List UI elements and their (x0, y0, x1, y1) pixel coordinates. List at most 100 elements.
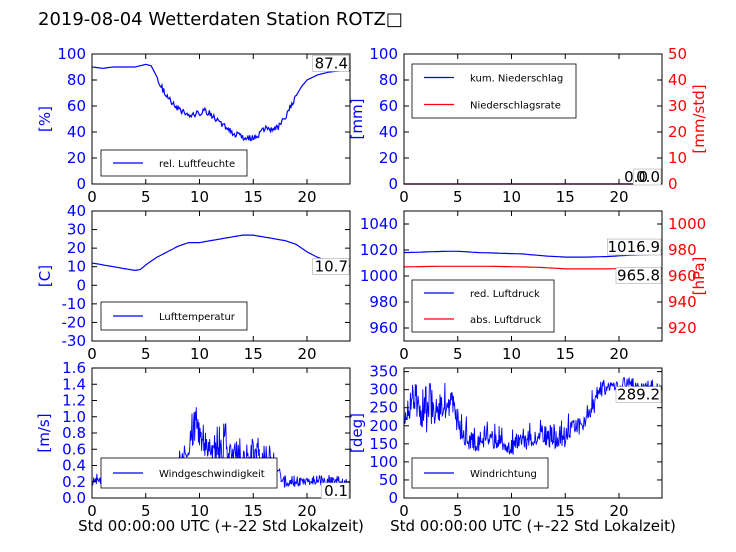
y-tick-label: 100 (57, 45, 86, 63)
x-tick-label: 10 (190, 345, 209, 363)
chart-wind_speed: Windgeschwindigkeit (91, 367, 351, 500)
y-axis-label: [%] (36, 106, 54, 132)
x-tick-label: 15 (556, 188, 575, 206)
x-tick-label: 20 (609, 345, 628, 363)
y-tick-label: 980 (369, 293, 398, 311)
y-tick-label: 30 (67, 221, 86, 239)
x-tick-label: 5 (141, 345, 151, 363)
legend-humidity: rel. Luftfeuchte (100, 149, 248, 177)
series-line-temperature-0 (91, 234, 351, 272)
x-tick-label: 10 (502, 188, 521, 206)
y-tick-label: 960 (369, 319, 398, 337)
legend-entry: Niederschlagsrate (470, 101, 561, 112)
y-axis-label: [mm] (348, 99, 366, 140)
last-value-label: 87.4 (315, 54, 348, 72)
last-value-label-box (632, 168, 662, 186)
x-tick-label: 20 (297, 345, 316, 363)
last-value-label: 1016.9 (608, 238, 661, 256)
chart-pressure: red. Luftdruck abs. Luftdruck (403, 210, 663, 342)
y-tick-label-right: 940 (668, 293, 697, 311)
plot-frame-wind_direction (403, 367, 663, 499)
x-tick-label: 0 (87, 188, 97, 206)
legend-pressure: red. Luftdruck abs. Luftdruck (411, 279, 555, 333)
y-tick-label: 150 (369, 435, 398, 453)
y-axis-label-right: [hPa] (690, 257, 708, 296)
y-tick-label-right: 960 (668, 267, 697, 285)
last-value-label: 0.0 (636, 168, 660, 186)
x-axis-label: Std 00:00:00 UTC (+-22 Std Lokalzeit) (78, 517, 364, 535)
x-tick-label: 10 (502, 502, 521, 520)
x-tick-label: 0 (399, 345, 409, 363)
y-tick-label: 0.0 (62, 489, 86, 507)
y-tick-label: -30 (62, 332, 87, 350)
y-axis-label-right: [mm/std] (690, 84, 708, 153)
x-tick-label: 15 (244, 502, 263, 520)
x-tick-label: 15 (556, 502, 575, 520)
legend-entry: rel. Luftfeuchte (159, 159, 235, 170)
x-tick-label: 15 (244, 345, 263, 363)
last-value-label-box (615, 386, 662, 403)
x-tick-label: 15 (244, 188, 263, 206)
y-tick-label: 0 (388, 175, 398, 193)
y-tick-label: 1.0 (62, 408, 86, 426)
y-tick-label: 20 (379, 149, 398, 167)
last-value-label-box (607, 238, 662, 256)
y-tick-label: 60 (379, 97, 398, 115)
x-tick-label: 15 (556, 345, 575, 363)
x-tick-label: 20 (609, 188, 628, 206)
y-tick-label: 0.4 (62, 457, 86, 475)
x-tick-label: 20 (609, 502, 628, 520)
last-value-label-2: 965.8 (617, 266, 660, 284)
y-tick-label: 0 (76, 276, 86, 294)
y-tick-label: -20 (62, 313, 87, 331)
last-value-label-box (312, 258, 350, 275)
page-title: 2019-08-04 Wetterdaten Station ROTZ□ (38, 9, 403, 30)
y-tick-label: 300 (369, 381, 398, 399)
chart-temperature: Lufttemperatur (91, 210, 351, 342)
y-tick-label-right: 50 (668, 45, 687, 63)
x-axis-label: Std 00:00:00 UTC (+-22 Std Lokalzeit) (390, 517, 676, 535)
y-tick-label: 1.4 (62, 375, 86, 393)
y-tick-label: 0 (388, 489, 398, 507)
y-tick-label: 40 (379, 123, 398, 141)
last-value-label: 289.2 (617, 386, 660, 404)
y-tick-label-right: 30 (668, 97, 687, 115)
legend-entry: red. Luftdruck (470, 289, 540, 300)
legend-entry: Lufttemperatur (159, 312, 236, 323)
plot-frame-precip (403, 53, 663, 185)
legend-entry: Windgeschwindigkeit (159, 469, 265, 480)
y-tick-label: 1.6 (62, 359, 86, 377)
series-line-pressure-0 (403, 250, 663, 258)
plot-frame-humidity (91, 53, 351, 185)
y-tick-label-right: 10 (668, 149, 687, 167)
y-tick-label: 100 (369, 453, 398, 471)
y-tick-label: 350 (369, 363, 398, 381)
y-axis-label: [m/s] (35, 413, 53, 452)
y-tick-label: 80 (379, 71, 398, 89)
legend-entry: Windrichtung (470, 469, 537, 480)
y-tick-label-right: 1000 (668, 215, 706, 233)
legend-entry: kum. Niederschlag (470, 74, 563, 85)
x-tick-label: 0 (87, 345, 97, 363)
last-value-label-box (312, 55, 350, 72)
x-tick-label: 0 (87, 502, 97, 520)
y-tick-label-right: 40 (668, 71, 687, 89)
last-value-label: 10.7 (315, 257, 348, 275)
y-tick-label: 1000 (360, 267, 398, 285)
x-tick-label: 0 (399, 188, 409, 206)
y-tick-label: 50 (379, 471, 398, 489)
y-tick-label: 0.6 (62, 440, 86, 458)
legend-temperature: Lufttemperatur (100, 301, 248, 331)
y-tick-label: 200 (369, 417, 398, 435)
y-tick-label: 0.8 (62, 424, 86, 442)
y-tick-label: 60 (67, 97, 86, 115)
y-tick-label: -10 (62, 295, 87, 313)
legend-box (411, 63, 577, 119)
last-value-label-box (320, 482, 350, 500)
y-tick-label-right: 920 (668, 319, 697, 337)
y-tick-label-right: 980 (668, 241, 697, 259)
x-tick-label: 5 (453, 502, 463, 520)
series-line-humidity-0 (91, 63, 351, 142)
x-tick-label: 5 (453, 345, 463, 363)
